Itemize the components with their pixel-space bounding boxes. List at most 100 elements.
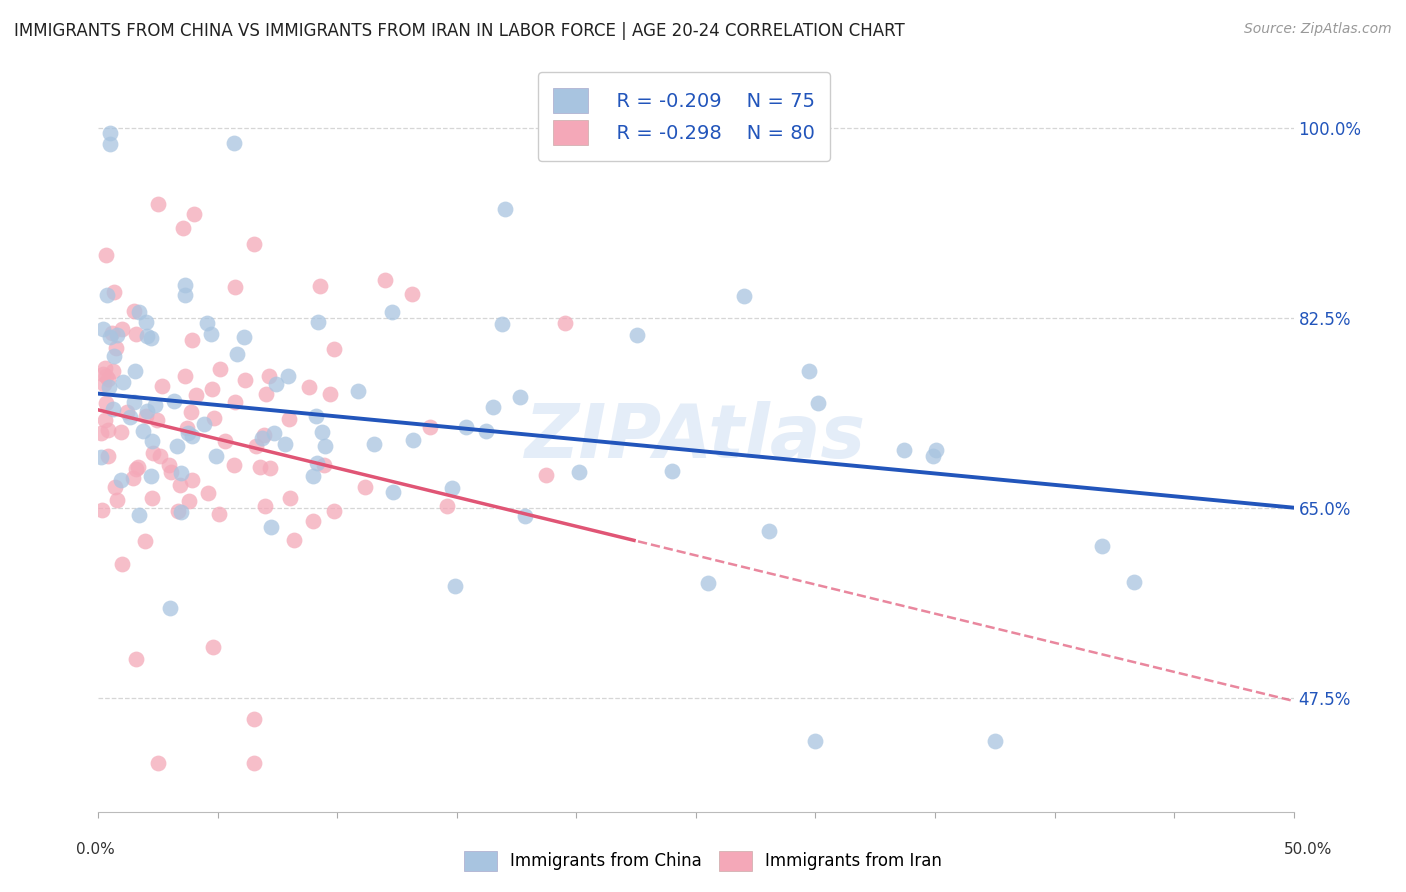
Point: [208, 361, 231, 376]
Point: [174, 278, 197, 293]
Point: [482, 400, 505, 414]
Point: [94, 248, 117, 262]
Point: [419, 420, 441, 434]
Point: [118, 409, 141, 424]
Point: [1123, 575, 1146, 590]
Point: [135, 315, 157, 329]
Point: [176, 421, 198, 435]
Point: [173, 369, 195, 384]
Point: [226, 347, 249, 361]
Point: [322, 504, 344, 518]
Text: 50.0%: 50.0%: [1284, 842, 1331, 856]
Point: [494, 202, 516, 216]
Point: [661, 464, 683, 478]
Point: [124, 363, 146, 377]
Point: [91, 367, 114, 381]
Point: [128, 508, 150, 523]
Point: [1091, 539, 1114, 553]
Point: [302, 514, 325, 528]
Point: [402, 433, 425, 447]
Point: [94, 361, 117, 376]
Text: Source: ZipAtlas.com: Source: ZipAtlas.com: [1244, 22, 1392, 37]
Point: [177, 426, 200, 441]
Point: [363, 437, 385, 451]
Point: [101, 401, 124, 416]
Point: [180, 473, 202, 487]
Point: [245, 439, 267, 453]
Point: [201, 382, 224, 396]
Point: [111, 557, 134, 571]
Point: [308, 278, 330, 293]
Point: [111, 321, 134, 335]
Point: [97, 372, 120, 386]
Point: [264, 377, 287, 392]
Point: [163, 393, 186, 408]
Point: [312, 458, 335, 472]
Point: [103, 285, 125, 300]
Point: [181, 333, 204, 347]
Legend:   R = -0.209    N = 75,   R = -0.298    N = 80: R = -0.209 N = 75, R = -0.298 N = 80: [537, 72, 831, 161]
Point: [441, 481, 464, 495]
Point: [193, 417, 215, 431]
Point: [444, 579, 467, 593]
Point: [568, 465, 591, 479]
Point: [893, 443, 915, 458]
Point: [132, 425, 155, 439]
Point: [224, 280, 246, 294]
Point: [202, 640, 225, 654]
Point: [110, 473, 132, 487]
Point: [125, 326, 148, 341]
Point: [105, 328, 128, 343]
Point: [259, 460, 281, 475]
Point: [319, 387, 342, 401]
Point: [145, 413, 167, 427]
Point: [160, 465, 183, 479]
Point: [128, 304, 150, 318]
Point: [197, 485, 219, 500]
Point: [733, 289, 755, 303]
Point: [148, 756, 170, 770]
Point: [148, 196, 170, 211]
Point: [90, 503, 112, 517]
Point: [224, 395, 246, 409]
Point: [149, 450, 172, 464]
Point: [254, 386, 277, 401]
Point: [253, 499, 276, 513]
Point: [249, 460, 271, 475]
Point: [122, 304, 145, 318]
Point: [401, 287, 423, 301]
Text: ZIPAtlas: ZIPAtlas: [526, 401, 866, 474]
Point: [263, 425, 285, 440]
Point: [98, 380, 121, 394]
Point: [197, 316, 219, 330]
Point: [159, 458, 181, 473]
Point: [305, 456, 328, 470]
Point: [90, 450, 112, 464]
Point: [305, 409, 328, 423]
Point: [103, 349, 125, 363]
Point: [183, 207, 205, 221]
Point: [233, 330, 256, 344]
Point: [250, 431, 273, 445]
Point: [322, 343, 344, 357]
Text: IMMIGRANTS FROM CHINA VS IMMIGRANTS FROM IRAN IN LABOR FORCE | AGE 20-24 CORRELA: IMMIGRANTS FROM CHINA VS IMMIGRANTS FROM…: [14, 22, 905, 40]
Point: [381, 485, 404, 500]
Point: [93, 413, 115, 427]
Point: [208, 507, 231, 521]
Point: [474, 424, 496, 438]
Point: [96, 288, 118, 302]
Text: 0.0%: 0.0%: [76, 842, 115, 856]
Point: [311, 425, 333, 439]
Point: [277, 369, 299, 384]
Point: [243, 236, 266, 251]
Point: [177, 494, 200, 508]
Point: [105, 492, 128, 507]
Point: [170, 467, 193, 481]
Point: [984, 734, 1007, 748]
Point: [243, 713, 266, 727]
Point: [141, 331, 163, 345]
Point: [135, 329, 157, 343]
Point: [243, 756, 266, 770]
Point: [181, 429, 204, 443]
Point: [93, 322, 115, 336]
